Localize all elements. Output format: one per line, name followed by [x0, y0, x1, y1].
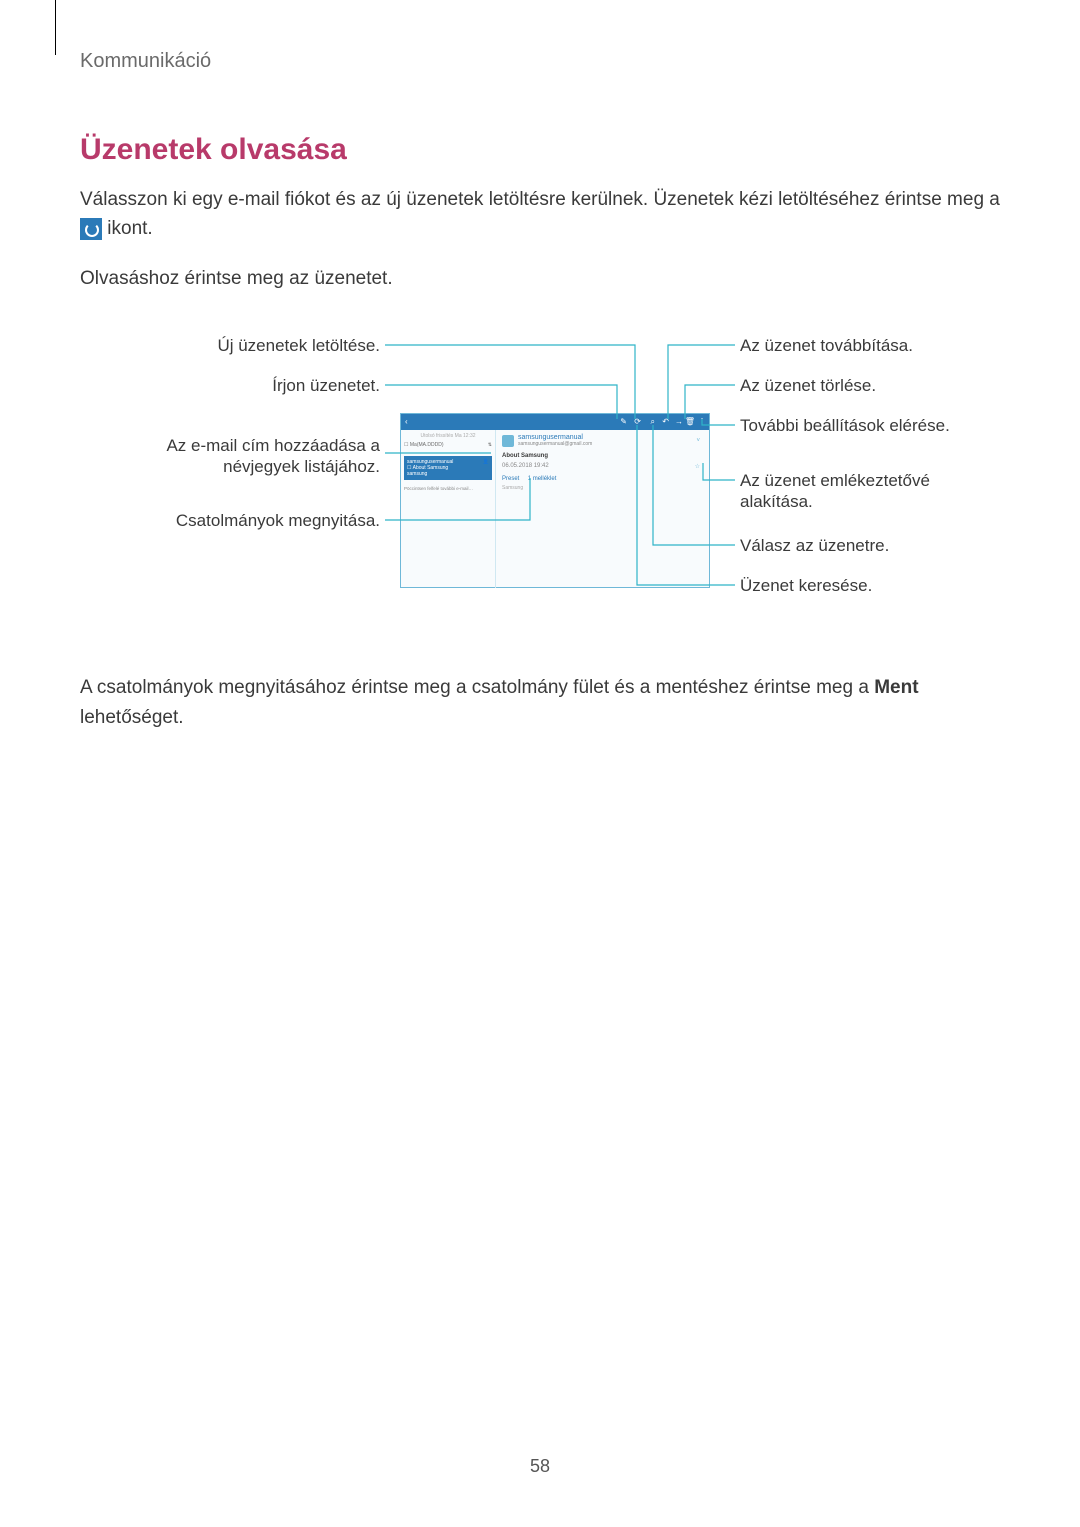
selected-message-item: samsungusermanual 👤 ☐ About Samsung sams… — [404, 456, 492, 480]
bottom-bold: Ment — [874, 677, 918, 698]
forward-icon: → — [675, 417, 683, 426]
callout-reminder-1: Az üzenet emlékeztetővé — [740, 471, 930, 491]
compose-icon: ✎ — [620, 417, 627, 426]
msg-footer: Samsung — [502, 485, 700, 491]
bottom-text-2: lehetőséget. — [80, 707, 184, 728]
margin-line — [55, 0, 56, 55]
screenshot-toolbar: ‹ ✎ ⟳ ⌕ ↶ → 🗑 ⋮ — [401, 414, 709, 430]
callout-more-options: További beállítások elérése. — [740, 416, 950, 436]
add-contact-icon: 👤 — [483, 459, 489, 465]
preset-label: Preset — [502, 476, 519, 482]
intro-text-1: Válasszon ki egy e-mail fiókot és az új … — [80, 189, 1000, 210]
delete-icon: 🗑 — [685, 417, 695, 426]
label-today: ☐ Ma(MA.DDDD) — [404, 442, 443, 448]
sort-icon: ⇅ — [488, 442, 492, 448]
callout-compose: Írjon üzenetet. — [80, 376, 380, 396]
search-icon: ⌕ — [651, 417, 655, 427]
expand-icon: ˅ — [696, 438, 700, 444]
screenshot-message-pane: samsungusermanual samsungusermanual@gmai… — [496, 430, 706, 588]
callout-add-contact-1: Az e-mail cím hozzáadása a — [80, 436, 380, 456]
attachment-row: Preset 1 melléklet — [502, 476, 700, 482]
msg-email: samsungusermanual@gmail.com — [518, 441, 592, 447]
callout-delete: Az üzenet törlése. — [740, 376, 876, 396]
callout-download-new: Új üzenetek letöltése. — [80, 336, 380, 356]
attachment-count: 1 melléklet — [528, 476, 557, 482]
last-update-text: Utolsó frissítés Ma 12:32 — [404, 433, 492, 439]
msg-date: 06.05.2018 19:42 — [502, 463, 549, 470]
page-number: 58 — [0, 1456, 1080, 1477]
avatar-icon — [502, 435, 514, 447]
star-icon: ☆ — [695, 463, 700, 470]
email-app-screenshot: ‹ ✎ ⟳ ⌕ ↶ → 🗑 ⋮ Utolsó frissítés Ma 12:3… — [400, 413, 710, 588]
intro-text-2: ikont. — [107, 218, 152, 239]
item-preview: samsung — [407, 471, 489, 477]
screenshot-message-list: Utolsó frissítés Ma 12:32 ☐ Ma(MA.DDDD) … — [401, 430, 496, 588]
callout-reply: Válasz az üzenetre. — [740, 536, 889, 556]
reply-icon: ↶ — [662, 417, 669, 426]
section-heading: Üzenetek olvasása — [80, 133, 1000, 167]
read-instruction: Olvasáshoz érintse meg az üzenetet. — [80, 264, 1000, 293]
bottom-text-1: A csatolmányok megnyitásához érintse meg… — [80, 677, 874, 698]
swipe-hint: Pöccintsen felfelé további e-mail… — [404, 486, 492, 491]
msg-sender: samsungusermanual — [518, 434, 592, 441]
refresh-icon — [80, 218, 102, 240]
attachment-paragraph: A csatolmányok megnyitásához érintse meg… — [80, 673, 1000, 732]
refresh-toolbar-icon: ⟳ — [634, 417, 641, 426]
back-icon: ‹ — [405, 417, 408, 426]
annotated-screenshot-diagram: Új üzenetek letöltése. Írjon üzenetet. A… — [80, 313, 1000, 643]
callout-reminder-2: alakítása. — [740, 492, 813, 512]
callout-open-attachments: Csatolmányok megnyitása. — [80, 511, 380, 531]
intro-paragraph: Válasszon ki egy e-mail fiókot és az új … — [80, 185, 1000, 244]
callout-add-contact-2: névjegyek listájához. — [80, 457, 380, 477]
menu-icon: ⋮ — [698, 417, 706, 426]
breadcrumb: Kommunikáció — [80, 50, 1000, 73]
callout-search: Üzenet keresése. — [740, 576, 872, 596]
callout-forward: Az üzenet továbbítása. — [740, 336, 913, 356]
